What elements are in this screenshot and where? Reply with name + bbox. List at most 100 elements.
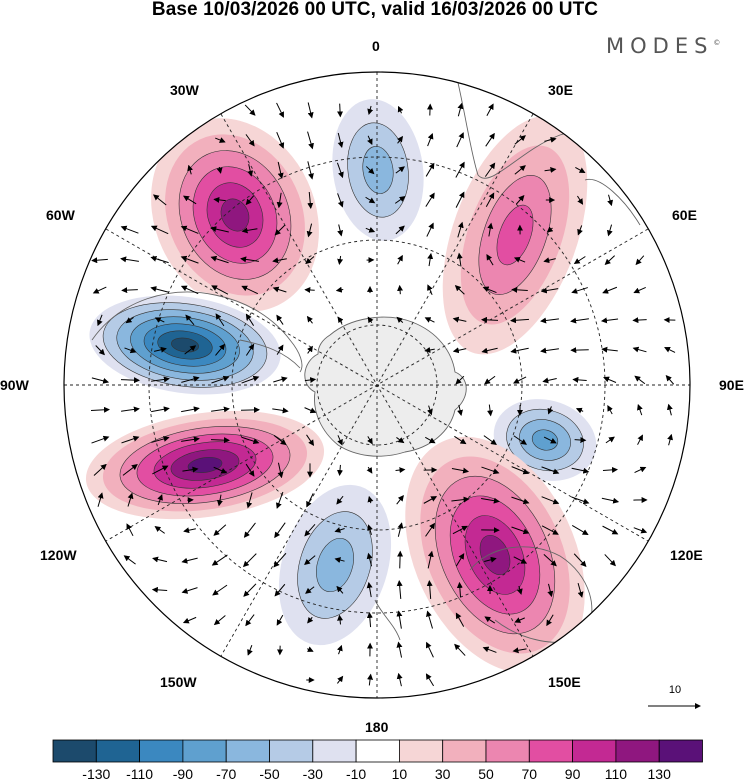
lon-label-30e: 30E	[548, 82, 573, 98]
wind-vector	[181, 376, 200, 383]
wind-vector	[334, 527, 345, 533]
wind-vector	[571, 496, 590, 505]
peninsula-outline	[239, 339, 301, 369]
wind-vector	[154, 317, 165, 323]
wind-vector	[211, 375, 230, 384]
colorbar-swatch	[398, 739, 444, 763]
wind-vector	[367, 316, 374, 324]
wind-vector	[181, 436, 200, 443]
wind-vector	[366, 466, 373, 474]
wind-vector	[396, 437, 405, 444]
wind-vector	[241, 436, 260, 445]
wind-vector	[577, 195, 584, 205]
anomaly-pos-southatlantic	[151, 118, 319, 312]
wind-vector	[454, 285, 465, 295]
wind-vector	[181, 557, 198, 564]
wind-vector	[240, 256, 259, 263]
wind-vector	[337, 614, 344, 625]
wind-vector	[273, 435, 287, 446]
wind-vector	[396, 316, 404, 324]
wind-vector	[307, 102, 314, 119]
wind-vector	[487, 404, 494, 417]
colorbar-tick-label: 90	[564, 766, 581, 782]
wind-vector	[210, 255, 229, 264]
wind-vector	[572, 376, 587, 383]
wind-vector	[213, 615, 226, 626]
wind-vector	[337, 103, 344, 118]
wind-vector	[455, 612, 465, 627]
colorbar-swatch	[658, 739, 703, 763]
wind-vector	[396, 495, 404, 505]
wind-vector	[454, 435, 467, 445]
wind-vector	[666, 403, 673, 416]
wind-vector	[570, 347, 589, 354]
wind-vector	[181, 406, 200, 413]
wind-vector	[273, 552, 287, 568]
wind-vector	[604, 255, 615, 266]
lon-label-30w: 30W	[170, 82, 199, 98]
map-disk	[64, 72, 690, 698]
wind-vector	[513, 257, 526, 263]
wind-vector	[276, 192, 283, 209]
wind-vector	[397, 550, 404, 569]
wind-vector	[183, 195, 197, 205]
wind-vector	[426, 610, 433, 629]
wind-vector	[367, 436, 373, 445]
wind-vector	[241, 227, 258, 234]
wind-vector	[127, 492, 134, 507]
wind-vector	[451, 496, 470, 503]
wind-vector	[544, 166, 557, 173]
wind-vector	[633, 527, 648, 534]
brand-mark: ©	[713, 39, 721, 47]
wind-vector	[667, 433, 673, 446]
wind-vector	[602, 525, 619, 535]
wind-vector	[97, 492, 104, 507]
wind-vector	[397, 522, 404, 537]
wind-vector	[276, 344, 284, 355]
wind-vector	[150, 286, 169, 293]
anomaly-contour	[531, 429, 559, 451]
lon-label-90e: 90E	[719, 377, 744, 393]
wind-vector	[272, 407, 289, 414]
wind-vector	[451, 467, 470, 474]
wind-vector	[307, 345, 313, 354]
wind-vector	[575, 166, 586, 174]
anomaly-contour	[479, 534, 511, 576]
wind-vector	[243, 522, 256, 538]
wind-vector	[543, 553, 557, 567]
wind-vector	[335, 286, 344, 293]
wind-vector	[514, 165, 526, 175]
wind-vector	[366, 611, 373, 628]
wind-vector	[577, 225, 583, 236]
wind-vector	[241, 375, 260, 384]
wind-vector	[397, 135, 404, 144]
colorbar-tick-label: -50	[259, 766, 280, 782]
wind-vector	[637, 403, 643, 416]
colorbar-swatch	[52, 739, 97, 763]
wind-vector	[424, 347, 435, 353]
wind-vector	[306, 646, 314, 652]
wind-vector	[245, 343, 255, 356]
colorbar-tick-label: -90	[172, 766, 193, 782]
wind-vector	[602, 286, 618, 294]
wind-vector	[337, 435, 343, 446]
wind-vectors	[90, 102, 676, 687]
wind-vector	[121, 435, 140, 444]
wind-vector	[637, 434, 643, 445]
colorbar-swatch	[355, 739, 400, 763]
wind-vector	[120, 377, 140, 384]
wind-vector	[121, 287, 138, 294]
wind-vector	[425, 162, 435, 177]
wind-vector	[425, 641, 434, 658]
modes-logo: MODES©	[606, 34, 720, 58]
wind-vector	[337, 224, 344, 237]
wind-vector	[664, 347, 676, 353]
colorbar-swatch	[182, 739, 227, 763]
wind-vector	[277, 462, 284, 479]
wind-vector	[427, 550, 434, 569]
wind-vector	[457, 102, 464, 117]
wind-vector	[426, 580, 433, 600]
wind-vector	[481, 497, 500, 504]
wind-vector	[515, 194, 525, 205]
